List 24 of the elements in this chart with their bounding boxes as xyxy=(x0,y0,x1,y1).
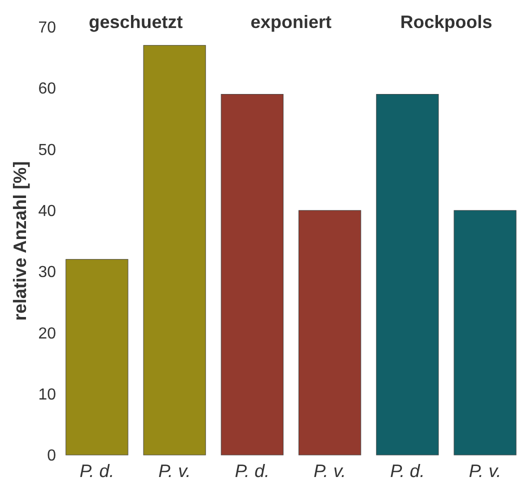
bar xyxy=(143,45,206,456)
y-tick-label: 0 xyxy=(47,448,56,465)
x-tick-label: P. v. xyxy=(314,461,346,481)
bar xyxy=(66,259,128,456)
bar xyxy=(376,94,439,456)
bar xyxy=(298,210,362,456)
x-tick-label: P. d. xyxy=(234,461,270,481)
annotation: Rockpools xyxy=(400,12,492,32)
x-tick-label: P. v. xyxy=(468,461,502,481)
y-axis-title: relative Anzahl [%] xyxy=(10,161,30,321)
y-tick-label: 40 xyxy=(38,203,56,220)
annotation: exponiert xyxy=(250,12,332,32)
bar xyxy=(454,210,516,456)
annotation: geschuetzt xyxy=(88,12,183,32)
y-tick-label: 10 xyxy=(38,386,56,404)
x-tick-label: P. d. xyxy=(390,461,425,481)
y-tick-label: 20 xyxy=(38,325,56,342)
y-tick-label: 70 xyxy=(38,20,56,37)
x-tick-label: P. d. xyxy=(80,461,114,481)
x-tick-label: P. v. xyxy=(158,461,191,481)
y-tick-label: 60 xyxy=(38,80,56,98)
y-tick-label: 50 xyxy=(38,142,56,159)
bar xyxy=(220,94,284,456)
y-tick-label: 30 xyxy=(38,264,56,282)
